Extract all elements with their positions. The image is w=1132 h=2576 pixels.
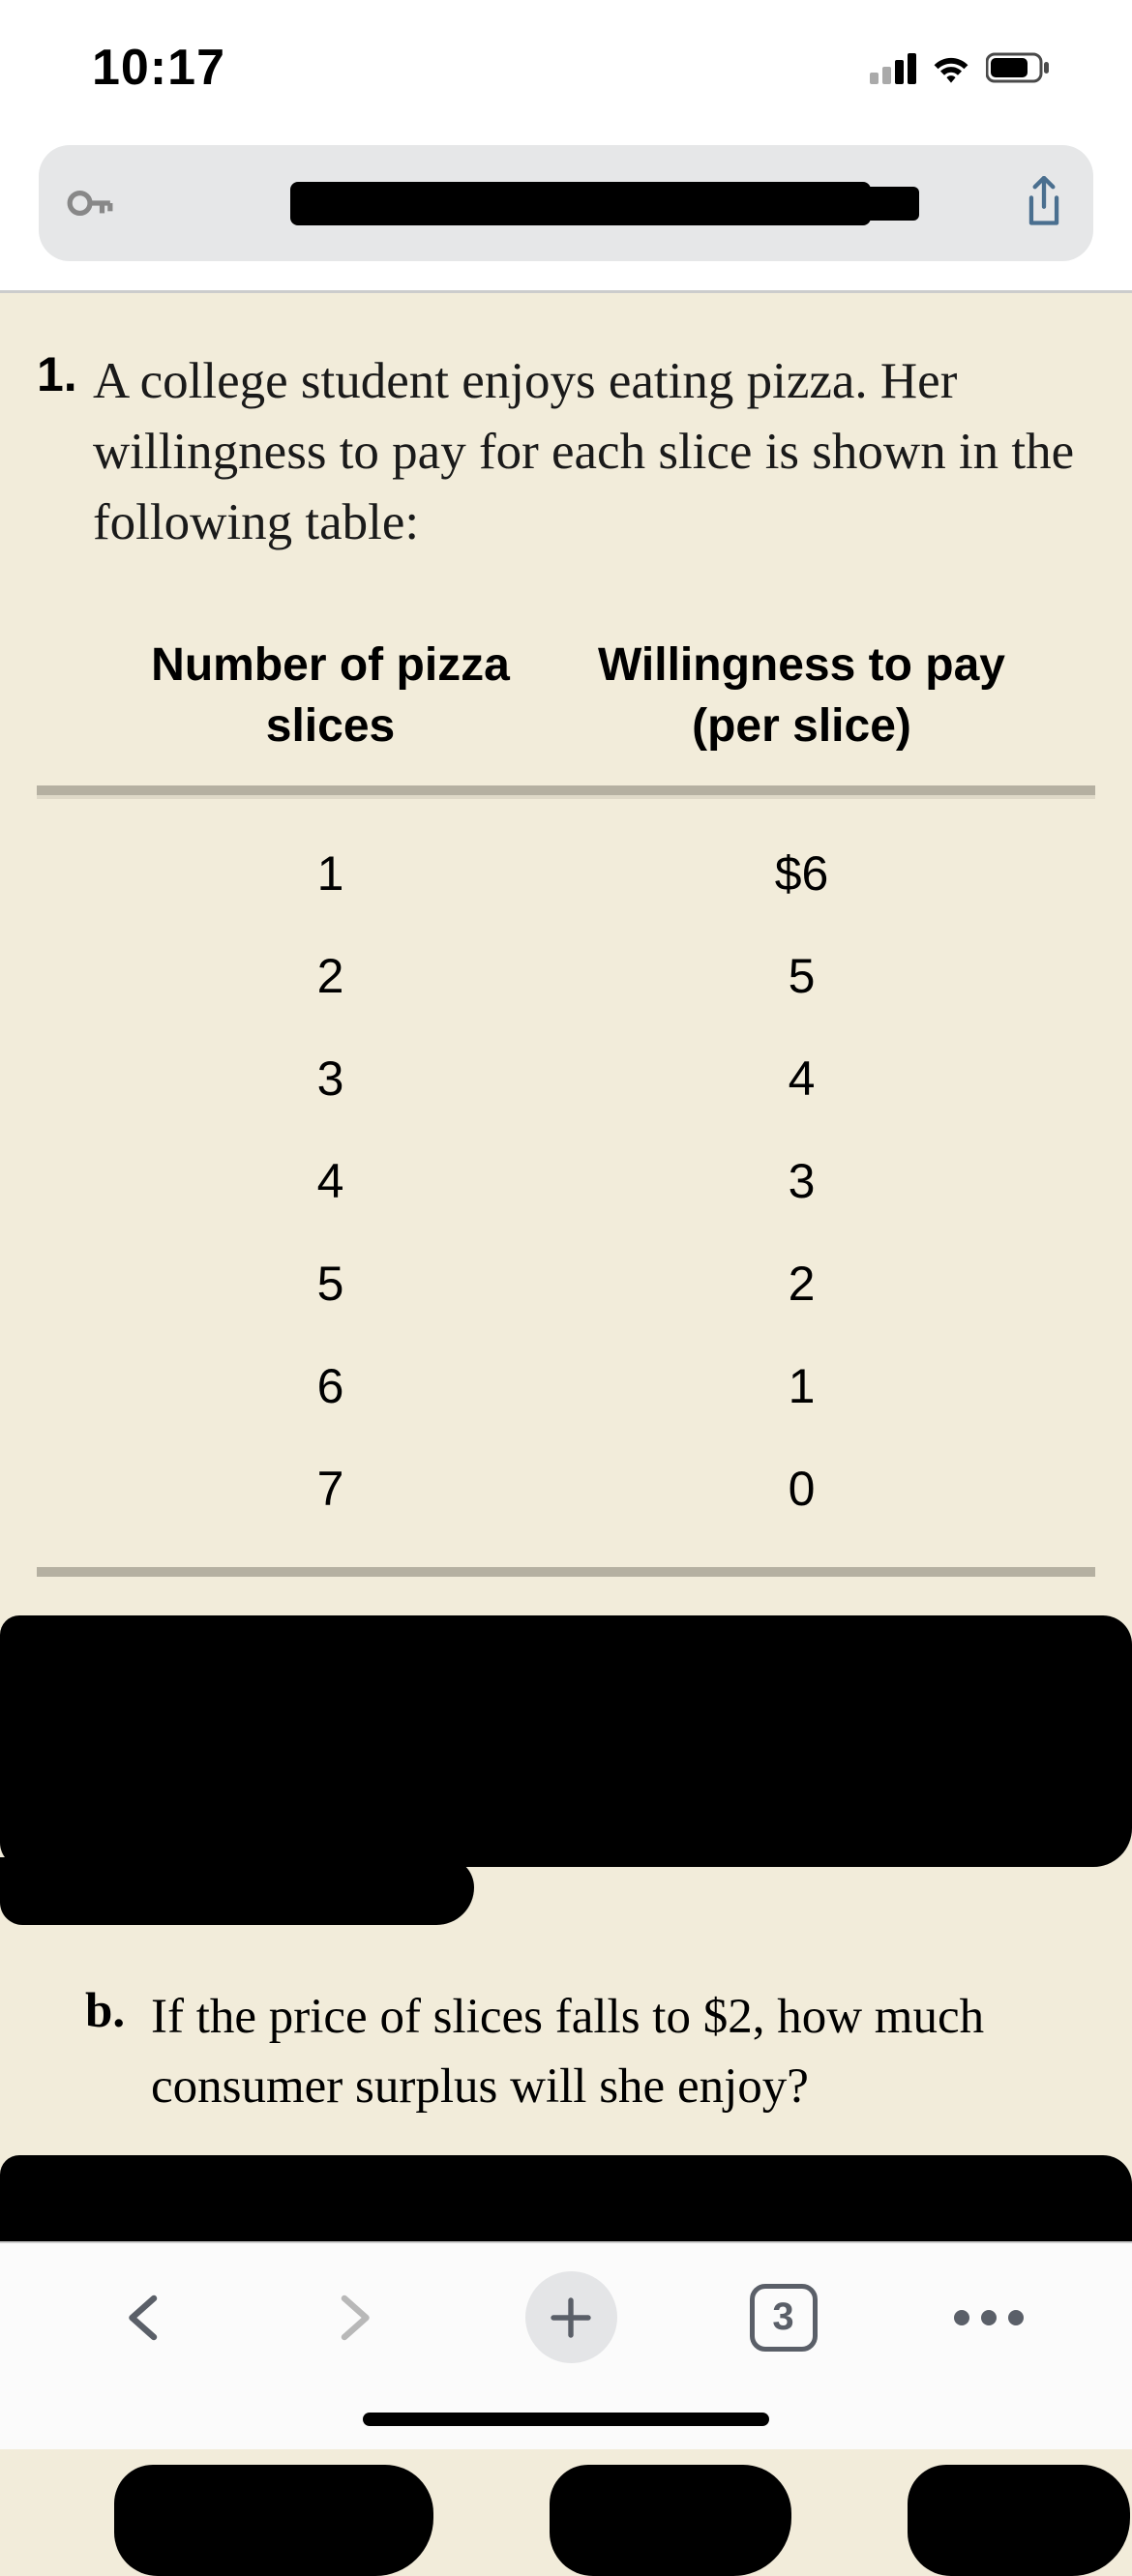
cell-slices: 5 bbox=[95, 1256, 566, 1312]
browser-toolbar: 3 bbox=[0, 2241, 1132, 2449]
table-row: 43 bbox=[95, 1130, 1037, 1232]
table-row: 52 bbox=[95, 1232, 1037, 1335]
cell-wtp: 1 bbox=[566, 1358, 1037, 1414]
share-icon[interactable] bbox=[1022, 176, 1066, 230]
col-header-wtp: Willingness to pay (per slice) bbox=[566, 636, 1037, 756]
status-time: 10:17 bbox=[92, 39, 225, 97]
redacted-url-2 bbox=[822, 187, 919, 221]
menu-button[interactable] bbox=[950, 2279, 1028, 2356]
table-header: Number of pizza slices Willingness to pa… bbox=[95, 636, 1037, 785]
home-indicator[interactable] bbox=[363, 2413, 769, 2426]
redacted-part-a bbox=[0, 1615, 1132, 1867]
battery-icon bbox=[986, 52, 1050, 83]
cell-slices: 1 bbox=[95, 845, 566, 902]
cell-wtp: 3 bbox=[566, 1153, 1037, 1209]
status-bar: 10:17 bbox=[0, 0, 1132, 135]
cell-wtp: 0 bbox=[566, 1461, 1037, 1517]
address-bar[interactable] bbox=[39, 145, 1093, 261]
more-icon bbox=[954, 2310, 1024, 2325]
tabs-button[interactable]: 3 bbox=[750, 2284, 818, 2352]
table-bottom-rule bbox=[37, 1567, 1095, 1577]
table-row: 70 bbox=[95, 1437, 1037, 1540]
document-content[interactable]: 1. A college student enjoys eating pizza… bbox=[0, 293, 1132, 2576]
wifi-icon bbox=[930, 51, 972, 84]
table-top-rule bbox=[37, 785, 1095, 795]
table-body: 1$6 25 34 43 52 61 70 bbox=[95, 795, 1037, 1567]
cell-wtp: 5 bbox=[566, 948, 1037, 1004]
question-text: A college student enjoys eating pizza. H… bbox=[93, 346, 1095, 558]
forward-button[interactable] bbox=[315, 2279, 393, 2356]
subquestion-text: If the price of slices falls to $2, how … bbox=[151, 1983, 1095, 2121]
table-row: 61 bbox=[95, 1335, 1037, 1437]
willingness-to-pay-table: Number of pizza slices Willingness to pa… bbox=[37, 636, 1095, 1577]
cell-wtp: 2 bbox=[566, 1256, 1037, 1312]
cell-wtp: $6 bbox=[566, 845, 1037, 902]
table-row: 34 bbox=[95, 1027, 1037, 1130]
cell-slices: 4 bbox=[95, 1153, 566, 1209]
redacted-block bbox=[114, 2465, 433, 2576]
cell-slices: 7 bbox=[95, 1461, 566, 1517]
cell-slices: 3 bbox=[95, 1051, 566, 1107]
address-bar-container bbox=[0, 135, 1132, 290]
tab-count: 3 bbox=[772, 2295, 793, 2339]
col-header-slices: Number of pizza slices bbox=[95, 636, 566, 756]
table-row: 25 bbox=[95, 925, 1037, 1027]
question-number: 1. bbox=[37, 346, 77, 558]
table-row: 1$6 bbox=[95, 822, 1037, 925]
subquestion-b: b. If the price of slices falls to $2, h… bbox=[37, 1983, 1095, 2121]
redacted-url bbox=[290, 182, 871, 225]
redacted-bottom-row bbox=[37, 2465, 1095, 2576]
redacted-block bbox=[908, 2465, 1130, 2576]
question-1: 1. A college student enjoys eating pizza… bbox=[37, 346, 1095, 558]
status-indicators bbox=[870, 51, 1050, 84]
cellular-signal-icon bbox=[870, 51, 916, 84]
cell-slices: 6 bbox=[95, 1358, 566, 1414]
key-icon bbox=[66, 179, 114, 227]
redacted-part-a-tail bbox=[0, 1857, 474, 1925]
cell-slices: 2 bbox=[95, 948, 566, 1004]
redacted-block bbox=[550, 2465, 791, 2576]
new-tab-button[interactable] bbox=[525, 2271, 617, 2363]
subquestion-label: b. bbox=[85, 1983, 132, 2121]
back-button[interactable] bbox=[105, 2279, 183, 2356]
cell-wtp: 4 bbox=[566, 1051, 1037, 1107]
